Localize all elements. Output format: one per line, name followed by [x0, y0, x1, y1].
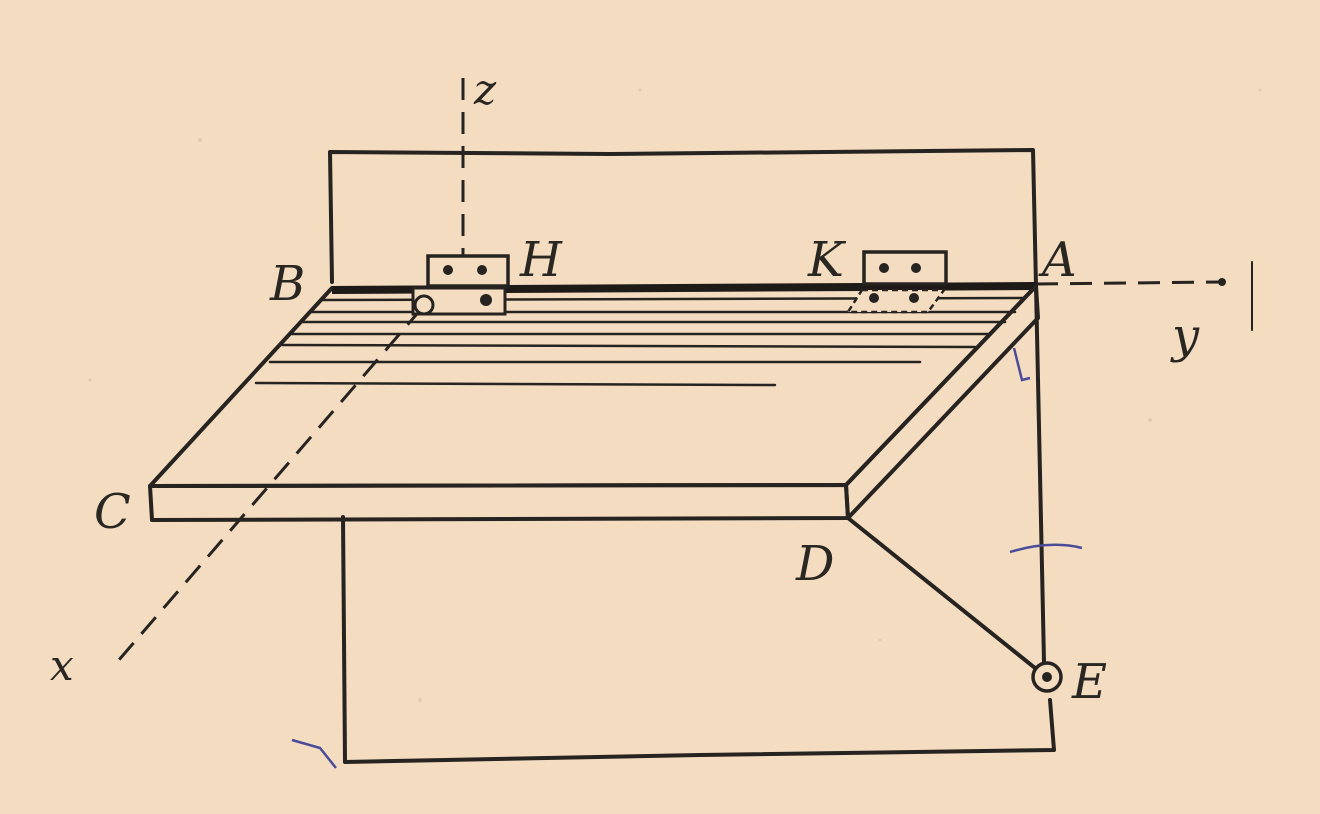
hinge-k: [845, 250, 948, 314]
label-y: y: [1170, 308, 1200, 364]
label-x: x: [50, 641, 74, 690]
label-z: z: [473, 65, 497, 114]
wall-upper-outline: [328, 148, 1038, 288]
x-axis: [110, 307, 424, 669]
paper-texture: [88, 88, 1262, 702]
hinge-h: [411, 254, 510, 316]
label-e: E: [1071, 654, 1107, 710]
board-top-face: [148, 284, 1038, 488]
label-d: D: [795, 536, 834, 592]
label-a: A: [1038, 232, 1077, 288]
y-axis: [1035, 280, 1223, 286]
label-b: B: [269, 256, 305, 312]
rope-de: [846, 516, 1042, 674]
label-h: H: [519, 232, 563, 288]
pen-marks: [291, 347, 1083, 769]
y-axis-arrow-dot: [1218, 278, 1226, 286]
label-k: K: [807, 232, 847, 288]
eyelet-e: [1031, 661, 1063, 693]
wall-lower-outline: [341, 515, 1056, 764]
wall-right-edge: [1034, 284, 1046, 664]
label-c: C: [94, 484, 131, 540]
